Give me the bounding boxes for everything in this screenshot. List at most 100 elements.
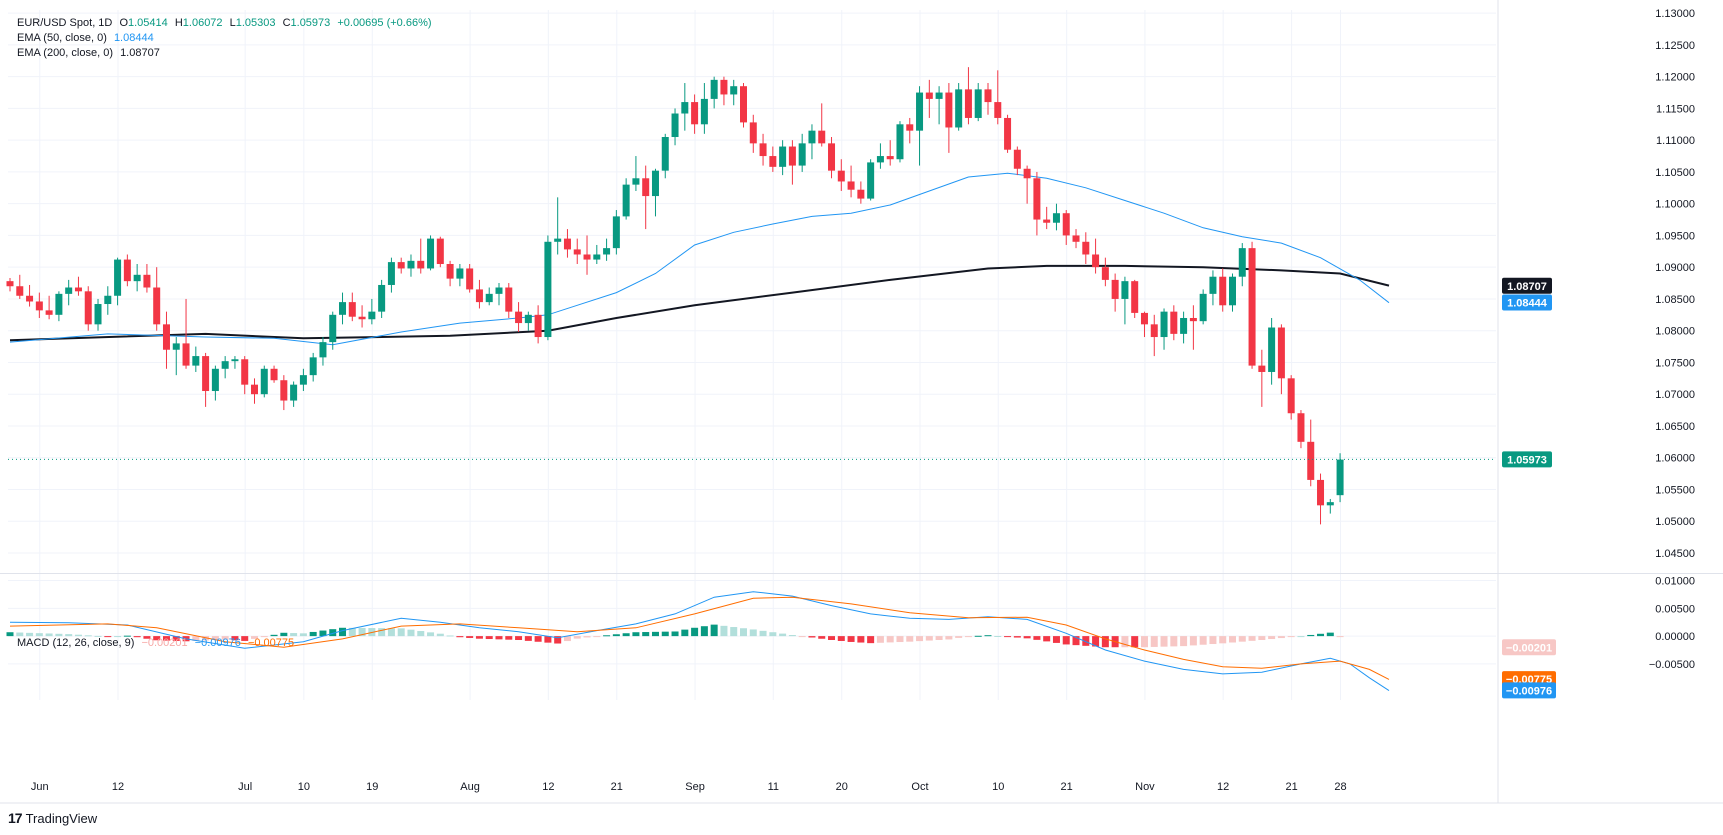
ema50-line[interactable] [9,172,1390,346]
candle-body[interactable] [123,259,131,282]
candle-body[interactable] [651,170,659,197]
candle-body[interactable] [192,356,200,366]
candle-body[interactable] [661,137,669,171]
candle-body[interactable] [466,268,474,290]
candle-body[interactable] [818,130,826,144]
candle-body[interactable] [1287,378,1295,414]
candle-body[interactable] [241,359,249,385]
candle-body[interactable] [593,254,601,260]
candle-body[interactable] [446,264,454,279]
candle-body[interactable] [1180,317,1188,334]
candle-body[interactable] [1297,413,1305,442]
candle-body[interactable] [260,368,268,395]
candle-body[interactable] [1111,279,1119,299]
candle-body[interactable] [916,92,924,131]
candle-body[interactable] [955,89,963,128]
candle-body[interactable] [309,357,317,376]
candle-body[interactable] [1140,312,1148,325]
candle-body[interactable] [622,184,630,217]
candle-body[interactable] [1101,267,1109,280]
candle-body[interactable] [339,302,347,315]
symbol-label[interactable]: EUR/USD Spot, 1D [17,17,113,29]
candle-body[interactable] [35,301,43,311]
candle-body[interactable] [749,122,757,144]
candle-body[interactable] [1023,168,1031,179]
signal-line[interactable] [9,596,1390,680]
candle-body[interactable] [740,86,747,123]
candle-body[interactable] [1013,149,1021,169]
candle-body[interactable] [583,254,591,260]
candle-body[interactable] [1336,459,1344,496]
candle-body[interactable] [1131,281,1139,313]
candle-body[interactable] [563,238,571,250]
candle-body[interactable] [847,181,855,190]
candle-body[interactable] [270,368,278,381]
ema50-legend[interactable]: EMA (50, close, 0) 1.08444 [17,31,158,46]
candle-body[interactable] [945,92,953,128]
candle-body[interactable] [1072,235,1080,242]
candle-body[interactable] [133,274,141,282]
candle-body[interactable] [221,361,229,369]
candle-body[interactable] [456,268,464,279]
candle-body[interactable] [299,375,307,385]
candle-body[interactable] [182,343,190,366]
candle-body[interactable] [319,342,327,358]
candle-body[interactable] [1062,213,1070,236]
macd-line[interactable] [9,591,1390,692]
candle-body[interactable] [104,295,112,305]
candle-body[interactable] [632,178,640,185]
candle-body[interactable] [1199,293,1207,322]
candle-body[interactable] [114,259,122,296]
candle-body[interactable] [505,287,513,312]
candle-body[interactable] [485,293,493,303]
candle-body[interactable] [876,156,884,163]
candle-body[interactable] [6,281,14,287]
candle-body[interactable] [16,286,24,296]
candle-body[interactable] [94,304,102,325]
candle-body[interactable] [1004,117,1012,150]
candle-body[interactable] [251,384,258,395]
candle-body[interactable] [1229,276,1236,306]
candle-body[interactable] [691,102,699,125]
candle-body[interactable] [475,289,483,303]
candle-body[interactable] [573,249,581,255]
candle-body[interactable] [1170,311,1178,334]
candle-body[interactable] [1033,178,1041,220]
candle-body[interactable] [642,178,650,197]
candle-body[interactable] [1150,324,1158,338]
candle-body[interactable] [671,113,679,138]
candle-body[interactable] [828,143,836,171]
candle-body[interactable] [74,287,82,292]
candle-body[interactable] [974,89,982,118]
candle-body[interactable] [172,343,180,350]
candle-body[interactable] [544,241,552,338]
candle-body[interactable] [202,356,210,392]
candle-body[interactable] [280,380,288,401]
candle-body[interactable] [1092,254,1100,268]
candle-body[interactable] [65,287,73,294]
candle-body[interactable] [378,284,386,312]
candle-body[interactable] [368,311,376,320]
tradingview-logo[interactable]: 17 TradingView [8,810,97,826]
candle-body[interactable] [925,92,933,99]
candle-body[interactable] [1277,327,1285,379]
candle-body[interactable] [896,124,904,160]
candle-body[interactable] [1189,317,1197,322]
candle-body[interactable] [211,368,219,392]
candle-body[interactable] [935,92,943,99]
macd-legend[interactable]: MACD (12, 26, close, 9) −0.00201 −0.0097… [17,636,298,651]
candle-body[interactable] [700,98,708,125]
candle-body[interactable] [1043,219,1051,223]
candle-body[interactable] [759,143,767,157]
candle-body[interactable] [387,262,395,285]
candle-body[interactable] [495,287,503,294]
candle-body[interactable] [329,314,337,343]
candle-body[interactable] [837,170,845,182]
candle-body[interactable] [808,130,816,144]
candle-body[interactable] [348,302,356,317]
candle-body[interactable] [417,260,425,269]
candle-body[interactable] [603,248,611,255]
candle-body[interactable] [720,79,728,95]
